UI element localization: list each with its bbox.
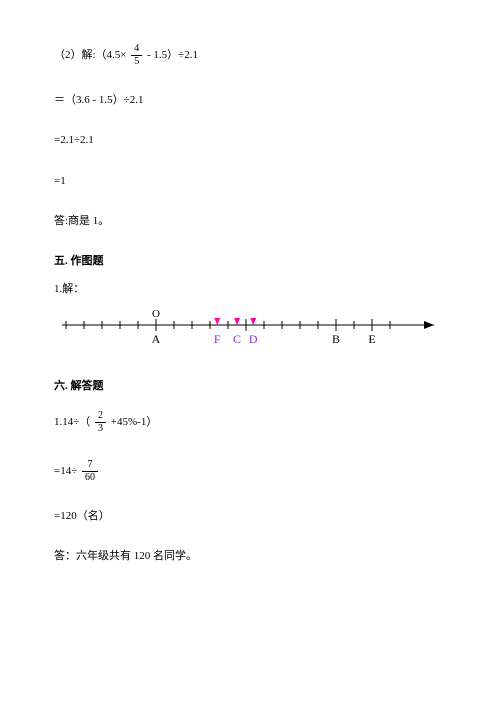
svg-text:E: E: [368, 332, 375, 346]
number-line-svg: OA B E FCD: [54, 305, 446, 353]
q6-step2-prefix: =14÷: [54, 465, 77, 477]
q2-prefix: （2）解:（4.5×: [54, 49, 127, 61]
section-5-heading: 五. 作图题: [54, 254, 450, 268]
q6-1-expr: 1.14÷（ 2 3 +45%-1）: [54, 411, 450, 434]
frac-4-5: 4 5: [131, 44, 142, 67]
q2-suffix: - 1.5）÷2.1: [147, 49, 198, 61]
svg-text:A: A: [152, 332, 161, 346]
frac-2-3: 2 3: [95, 411, 106, 434]
q2-step2: =2.1÷2.1: [54, 133, 450, 147]
expr-q2: （2）解:（4.5× 4 5 - 1.5）÷2.1: [54, 44, 450, 67]
frac-7-60-den: 60: [82, 471, 98, 483]
frac-2-3-num: 2: [95, 411, 106, 422]
frac-4-5-num: 4: [131, 44, 142, 55]
svg-text:D: D: [249, 332, 258, 346]
q6-step3: =120（名）: [54, 509, 450, 523]
svg-text:B: B: [332, 332, 340, 346]
frac-2-3-den: 3: [95, 422, 106, 434]
svg-text:F: F: [214, 332, 221, 346]
q2-step3: =1: [54, 174, 450, 188]
frac-7-60-num: 7: [82, 460, 98, 471]
frac-7-60: 7 60: [82, 460, 98, 483]
q6-1-suffix: +45%-1）: [111, 416, 158, 428]
q2-answer: 答:商是 1。: [54, 214, 450, 228]
section-6-heading: 六. 解答题: [54, 379, 450, 393]
number-line-diagram: OA B E FCD: [54, 305, 450, 353]
q2-step1: ＝（3.6 - 1.5）÷2.1: [54, 93, 450, 107]
svg-text:C: C: [233, 332, 241, 346]
q6-step2: =14÷ 7 60: [54, 460, 450, 483]
q6-answer: 答：六年级共有 120 名同学。: [54, 549, 450, 563]
q6-1-prefix: 1.14÷（: [54, 416, 90, 428]
s5-q1: 1.解：: [54, 282, 450, 296]
frac-4-5-den: 5: [131, 55, 142, 67]
svg-text:O: O: [152, 308, 160, 320]
